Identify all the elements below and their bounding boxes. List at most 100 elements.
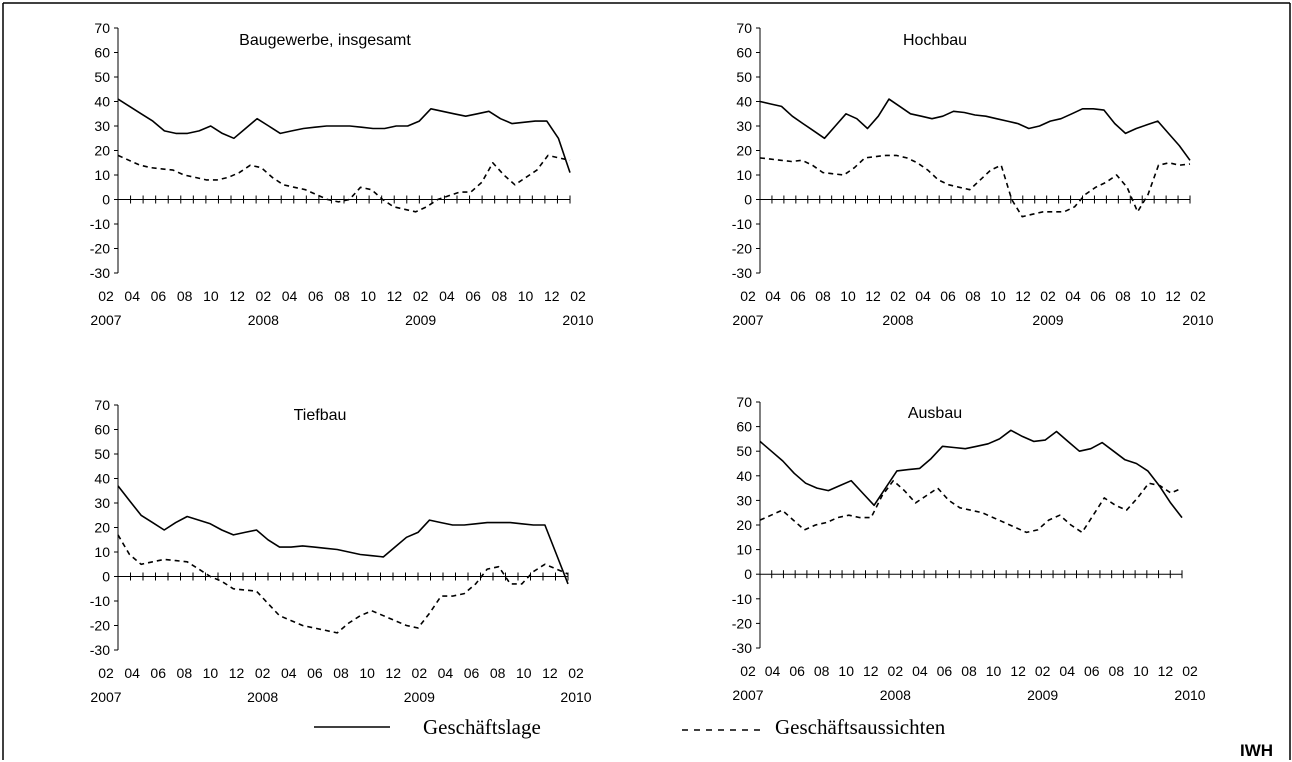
x-tick-label: 10	[1133, 663, 1149, 679]
x-tick-label: 06	[789, 663, 805, 679]
x-tick-label: 10	[838, 663, 854, 679]
x-tick-label: 12	[229, 288, 245, 304]
x-year-label: 2008	[882, 312, 913, 328]
y-tick-label: -30	[90, 265, 110, 281]
y-tick-label: 20	[736, 143, 752, 159]
series-geschaeftsaussichten-line	[759, 154, 1191, 218]
y-tick-label: 30	[94, 495, 110, 511]
x-tick-label: 04	[765, 288, 781, 304]
y-tick-label: 60	[94, 45, 110, 61]
x-tick-label: 06	[465, 288, 481, 304]
y-tick-label: 20	[94, 520, 110, 536]
x-tick-label: 10	[990, 288, 1006, 304]
x-tick-label: 06	[464, 665, 480, 681]
x-tick-label: 06	[308, 288, 324, 304]
y-tick-label: 60	[94, 422, 110, 438]
y-tick-label: -30	[90, 642, 110, 658]
x-year-label: 2010	[562, 312, 593, 328]
x-tick-label: 12	[1158, 663, 1174, 679]
y-tick-label: 70	[736, 20, 752, 36]
x-year-label: 2010	[1182, 312, 1213, 328]
legend: Geschäftslage Geschäftsaussichten	[314, 715, 946, 739]
panel-title: Hochbau	[903, 32, 967, 49]
x-tick-label: 04	[439, 288, 455, 304]
x-tick-label: 02	[98, 288, 114, 304]
y-tick-label: 30	[736, 492, 752, 508]
x-year-label: 2008	[880, 687, 911, 703]
y-tick-label: 10	[94, 544, 110, 560]
iwh-logo: IWH	[1240, 741, 1273, 760]
x-tick-label: 12	[1165, 288, 1181, 304]
y-tick-label: 70	[736, 394, 752, 410]
y-tick-label: 60	[736, 45, 752, 61]
x-tick-label: 02	[890, 288, 906, 304]
x-tick-label: 04	[912, 663, 928, 679]
x-year-label: 2007	[90, 689, 121, 705]
y-tick-label: 50	[94, 69, 110, 85]
y-tick-label: 60	[736, 419, 752, 435]
y-tick-label: 50	[736, 443, 752, 459]
x-tick-label: 02	[98, 665, 114, 681]
y-tick-label: 30	[736, 118, 752, 134]
x-tick-label: 08	[815, 288, 831, 304]
x-tick-label: 06	[940, 288, 956, 304]
x-year-label: 2007	[732, 687, 763, 703]
panel-title: Baugewerbe, insgesamt	[239, 32, 411, 49]
y-tick-label: 20	[94, 143, 110, 159]
x-tick-label: 04	[281, 665, 297, 681]
x-tick-label: 10	[1140, 288, 1156, 304]
x-tick-label: 02	[568, 665, 584, 681]
x-tick-label: 02	[740, 663, 756, 679]
x-tick-label: 02	[888, 663, 904, 679]
x-tick-label: 10	[203, 288, 219, 304]
x-tick-label: 04	[765, 663, 781, 679]
y-tick-label: 0	[102, 192, 110, 208]
x-tick-label: 12	[387, 288, 403, 304]
x-tick-label: 08	[965, 288, 981, 304]
x-tick-label: 06	[150, 665, 166, 681]
x-tick-label: 10	[359, 665, 375, 681]
x-tick-label: 08	[492, 288, 508, 304]
x-tick-label: 04	[282, 288, 298, 304]
x-tick-label: 12	[865, 288, 881, 304]
x-tick-label: 08	[177, 288, 193, 304]
x-tick-label: 06	[307, 665, 323, 681]
x-tick-label: 02	[740, 288, 756, 304]
x-year-label: 2008	[248, 312, 279, 328]
x-year-label: 2009	[1032, 312, 1063, 328]
x-tick-label: 12	[863, 663, 879, 679]
x-tick-label: 10	[986, 663, 1002, 679]
x-tick-label: 06	[151, 288, 167, 304]
x-tick-label: 06	[1090, 288, 1106, 304]
y-tick-label: 0	[102, 569, 110, 585]
x-tick-label: 10	[516, 665, 532, 681]
legend-label-geschaeftsaussichten: Geschäftsaussichten	[775, 715, 946, 739]
y-tick-label: -10	[90, 593, 110, 609]
series-geschaeftsaussichten-line	[759, 479, 1183, 534]
x-tick-label: 04	[915, 288, 931, 304]
x-tick-label: 12	[1015, 288, 1031, 304]
y-tick-label: -20	[732, 241, 752, 257]
x-year-label: 2007	[90, 312, 121, 328]
x-tick-label: 10	[840, 288, 856, 304]
y-tick-label: 40	[94, 471, 110, 487]
x-year-label: 2010	[560, 689, 591, 705]
y-tick-label: 50	[736, 69, 752, 85]
x-tick-label: 04	[124, 665, 140, 681]
x-tick-label: 02	[570, 288, 586, 304]
x-tick-label: 06	[937, 663, 953, 679]
x-tick-label: 04	[1059, 663, 1075, 679]
x-tick-label: 02	[1190, 288, 1206, 304]
y-tick-label: 20	[736, 517, 752, 533]
x-tick-label: 02	[255, 665, 271, 681]
y-tick-label: -10	[732, 216, 752, 232]
x-tick-label: 08	[1109, 663, 1125, 679]
x-tick-label: 12	[542, 665, 558, 681]
x-tick-label: 12	[229, 665, 245, 681]
x-tick-label: 04	[1065, 288, 1081, 304]
x-tick-label: 02	[256, 288, 272, 304]
x-year-label: 2009	[404, 689, 435, 705]
x-tick-label: 08	[334, 288, 350, 304]
x-tick-label: 04	[438, 665, 454, 681]
